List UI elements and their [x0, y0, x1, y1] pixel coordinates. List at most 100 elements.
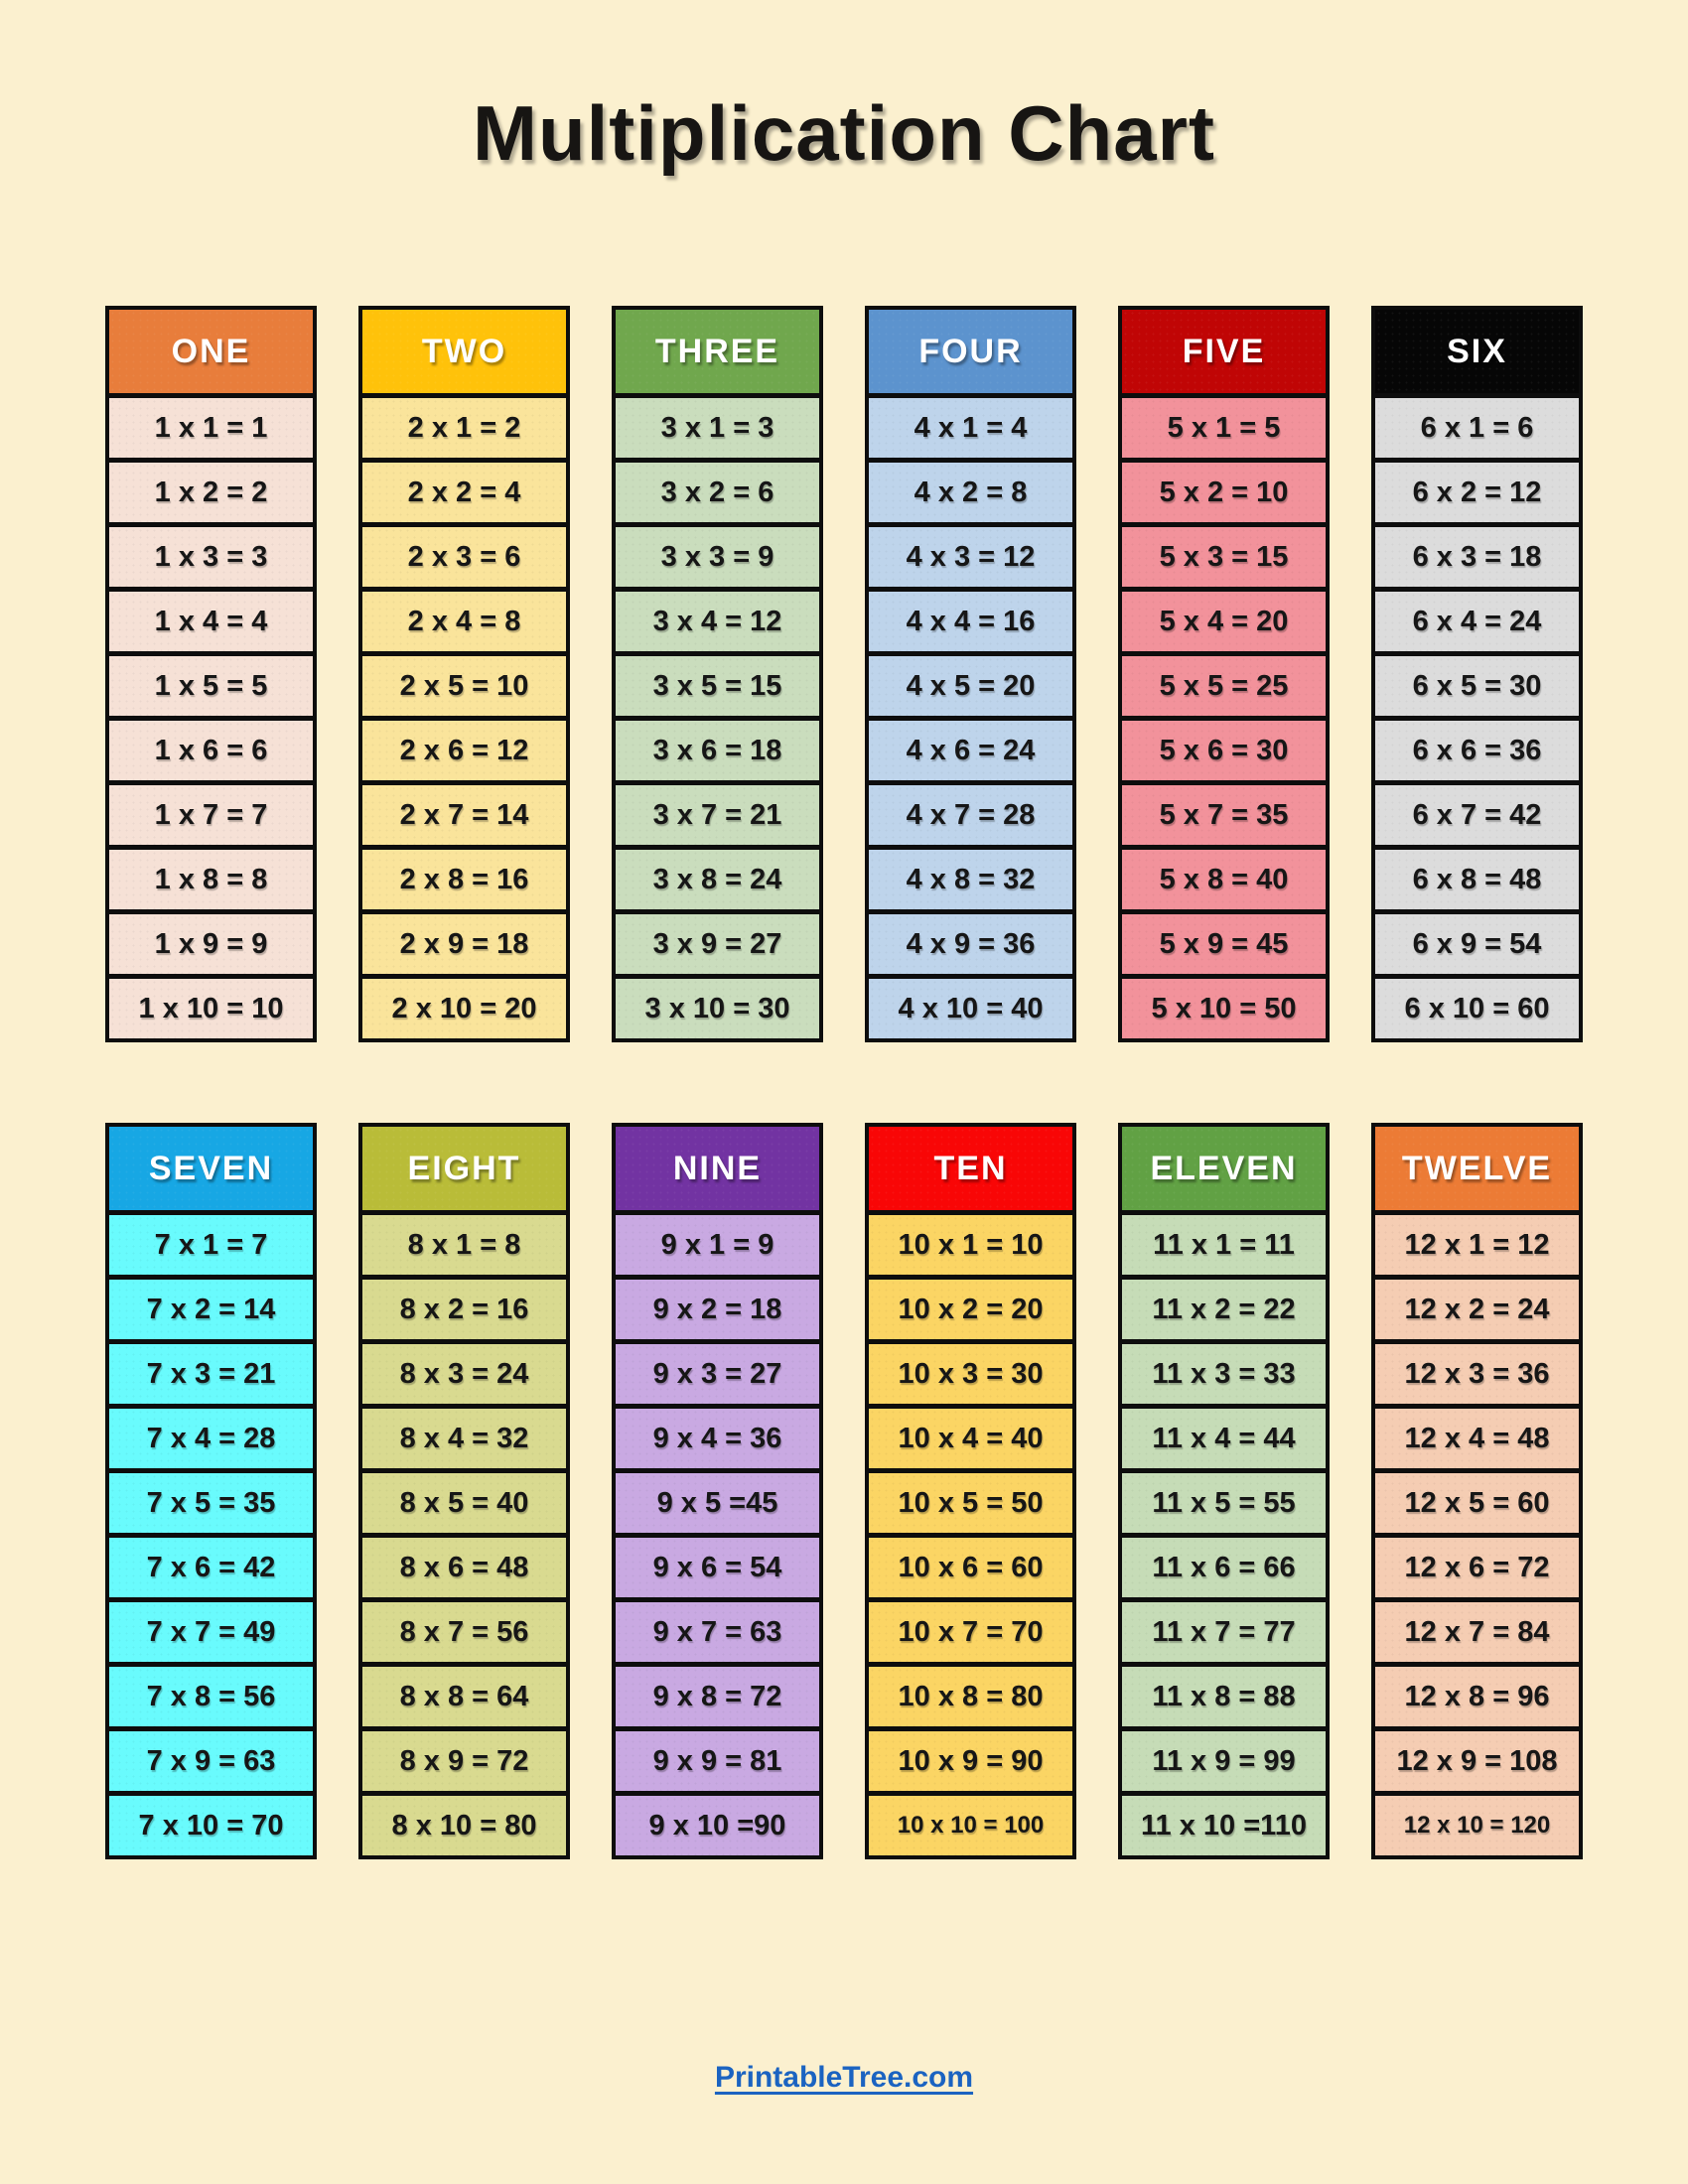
fact-cell: 1 x 6 = 6 — [109, 716, 313, 781]
fact-cell: 2 x 7 = 14 — [362, 780, 566, 846]
fact-cell: 2 x 4 = 8 — [362, 587, 566, 652]
fact-cell: 10 x 10 = 100 — [869, 1791, 1072, 1856]
fact-cell: 9 x 4 = 36 — [616, 1404, 819, 1469]
fact-cell: 6 x 3 = 18 — [1375, 522, 1579, 588]
fact-cell: 12 x 9 = 108 — [1375, 1726, 1579, 1792]
fact-cell: 2 x 10 = 20 — [362, 974, 566, 1039]
fact-cell: 7 x 1 = 7 — [109, 1210, 313, 1276]
times-table: TWELVE 12 x 1 = 12 12 x 2 = 24 12 x 3 = 36… — [1371, 1123, 1583, 1860]
fact-cell: 4 x 1 = 4 — [869, 393, 1072, 459]
fact-cell: 11 x 2 = 22 — [1122, 1275, 1326, 1340]
times-table-header: TWO — [362, 310, 566, 394]
fact-cell: 5 x 7 = 35 — [1122, 780, 1326, 846]
times-table-body: 12 x 1 = 12 12 x 2 = 24 12 x 3 = 36 12 x 4 … — [1375, 1210, 1579, 1856]
fact-cell: 12 x 6 = 72 — [1375, 1533, 1579, 1598]
fact-cell: 8 x 5 = 40 — [362, 1468, 566, 1534]
fact-cell: 7 x 10 = 70 — [109, 1791, 313, 1856]
fact-cell: 9 x 5 =45 — [616, 1468, 819, 1534]
fact-cell: 11 x 4 = 44 — [1122, 1404, 1326, 1469]
fact-cell: 2 x 9 = 18 — [362, 909, 566, 975]
fact-cell: 6 x 9 = 54 — [1375, 909, 1579, 975]
fact-cell: 7 x 7 = 49 — [109, 1597, 313, 1663]
fact-cell: 4 x 8 = 32 — [869, 845, 1072, 910]
fact-cell: 5 x 6 = 30 — [1122, 716, 1326, 781]
fact-cell: 7 x 8 = 56 — [109, 1662, 313, 1727]
fact-cell: 7 x 5 = 35 — [109, 1468, 313, 1534]
fact-cell: 1 x 4 = 4 — [109, 587, 313, 652]
fact-cell: 10 x 2 = 20 — [869, 1275, 1072, 1340]
fact-cell: 6 x 7 = 42 — [1375, 780, 1579, 846]
fact-cell: 3 x 3 = 9 — [616, 522, 819, 588]
fact-cell: 12 x 1 = 12 — [1375, 1210, 1579, 1276]
fact-cell: 12 x 7 = 84 — [1375, 1597, 1579, 1663]
times-table-header: FOUR — [869, 310, 1072, 394]
fact-cell: 9 x 7 = 63 — [616, 1597, 819, 1663]
fact-cell: 1 x 5 = 5 — [109, 651, 313, 717]
fact-cell: 3 x 6 = 18 — [616, 716, 819, 781]
times-table-header: TWELVE — [1375, 1127, 1579, 1211]
fact-cell: 3 x 5 = 15 — [616, 651, 819, 717]
fact-cell: 6 x 5 = 30 — [1375, 651, 1579, 717]
fact-cell: 4 x 4 = 16 — [869, 587, 1072, 652]
fact-cell: 4 x 6 = 24 — [869, 716, 1072, 781]
fact-cell: 6 x 2 = 12 — [1375, 458, 1579, 523]
fact-cell: 12 x 10 = 120 — [1375, 1791, 1579, 1856]
fact-cell: 1 x 3 = 3 — [109, 522, 313, 588]
times-table-header: ELEVEN — [1122, 1127, 1326, 1211]
fact-cell: 12 x 3 = 36 — [1375, 1339, 1579, 1405]
fact-cell: 8 x 7 = 56 — [362, 1597, 566, 1663]
fact-cell: 1 x 8 = 8 — [109, 845, 313, 910]
fact-cell: 9 x 2 = 18 — [616, 1275, 819, 1340]
fact-cell: 10 x 9 = 90 — [869, 1726, 1072, 1792]
fact-cell: 2 x 6 = 12 — [362, 716, 566, 781]
fact-cell: 8 x 3 = 24 — [362, 1339, 566, 1405]
footer-link[interactable]: PrintableTree.com — [714, 2061, 974, 2095]
fact-cell: 8 x 9 = 72 — [362, 1726, 566, 1792]
fact-cell: 11 x 9 = 99 — [1122, 1726, 1326, 1792]
fact-cell: 4 x 3 = 12 — [869, 522, 1072, 588]
fact-cell: 3 x 4 = 12 — [616, 587, 819, 652]
fact-cell: 11 x 1 = 11 — [1122, 1210, 1326, 1276]
fact-cell: 12 x 2 = 24 — [1375, 1275, 1579, 1340]
times-table-header: SEVEN — [109, 1127, 313, 1211]
fact-cell: 4 x 5 = 20 — [869, 651, 1072, 717]
fact-cell: 12 x 4 = 48 — [1375, 1404, 1579, 1469]
fact-cell: 3 x 10 = 30 — [616, 974, 819, 1039]
times-table-body: 10 x 1 = 10 10 x 2 = 20 10 x 3 = 30 10 x 4 … — [869, 1210, 1072, 1856]
times-table-header: EIGHT — [362, 1127, 566, 1211]
fact-cell: 5 x 8 = 40 — [1122, 845, 1326, 910]
fact-cell: 6 x 1 = 6 — [1375, 393, 1579, 459]
fact-cell: 4 x 7 = 28 — [869, 780, 1072, 846]
fact-cell: 1 x 10 = 10 — [109, 974, 313, 1039]
times-table-header: ONE — [109, 310, 313, 394]
fact-cell: 4 x 2 = 8 — [869, 458, 1072, 523]
fact-cell: 10 x 1 = 10 — [869, 1210, 1072, 1276]
fact-cell: 11 x 8 = 88 — [1122, 1662, 1326, 1727]
fact-cell: 1 x 1 = 1 — [109, 393, 313, 459]
fact-cell: 12 x 8 = 96 — [1375, 1662, 1579, 1727]
fact-cell: 8 x 1 = 8 — [362, 1210, 566, 1276]
fact-cell: 2 x 5 = 10 — [362, 651, 566, 717]
times-table-header: FIVE — [1122, 310, 1326, 394]
fact-cell: 5 x 10 = 50 — [1122, 974, 1326, 1039]
fact-cell: 10 x 8 = 80 — [869, 1662, 1072, 1727]
fact-cell: 3 x 1 = 3 — [616, 393, 819, 459]
fact-cell: 5 x 9 = 45 — [1122, 909, 1326, 975]
fact-cell: 1 x 2 = 2 — [109, 458, 313, 523]
fact-cell: 3 x 9 = 27 — [616, 909, 819, 975]
fact-cell: 3 x 8 = 24 — [616, 845, 819, 910]
fact-cell: 6 x 8 = 48 — [1375, 845, 1579, 910]
